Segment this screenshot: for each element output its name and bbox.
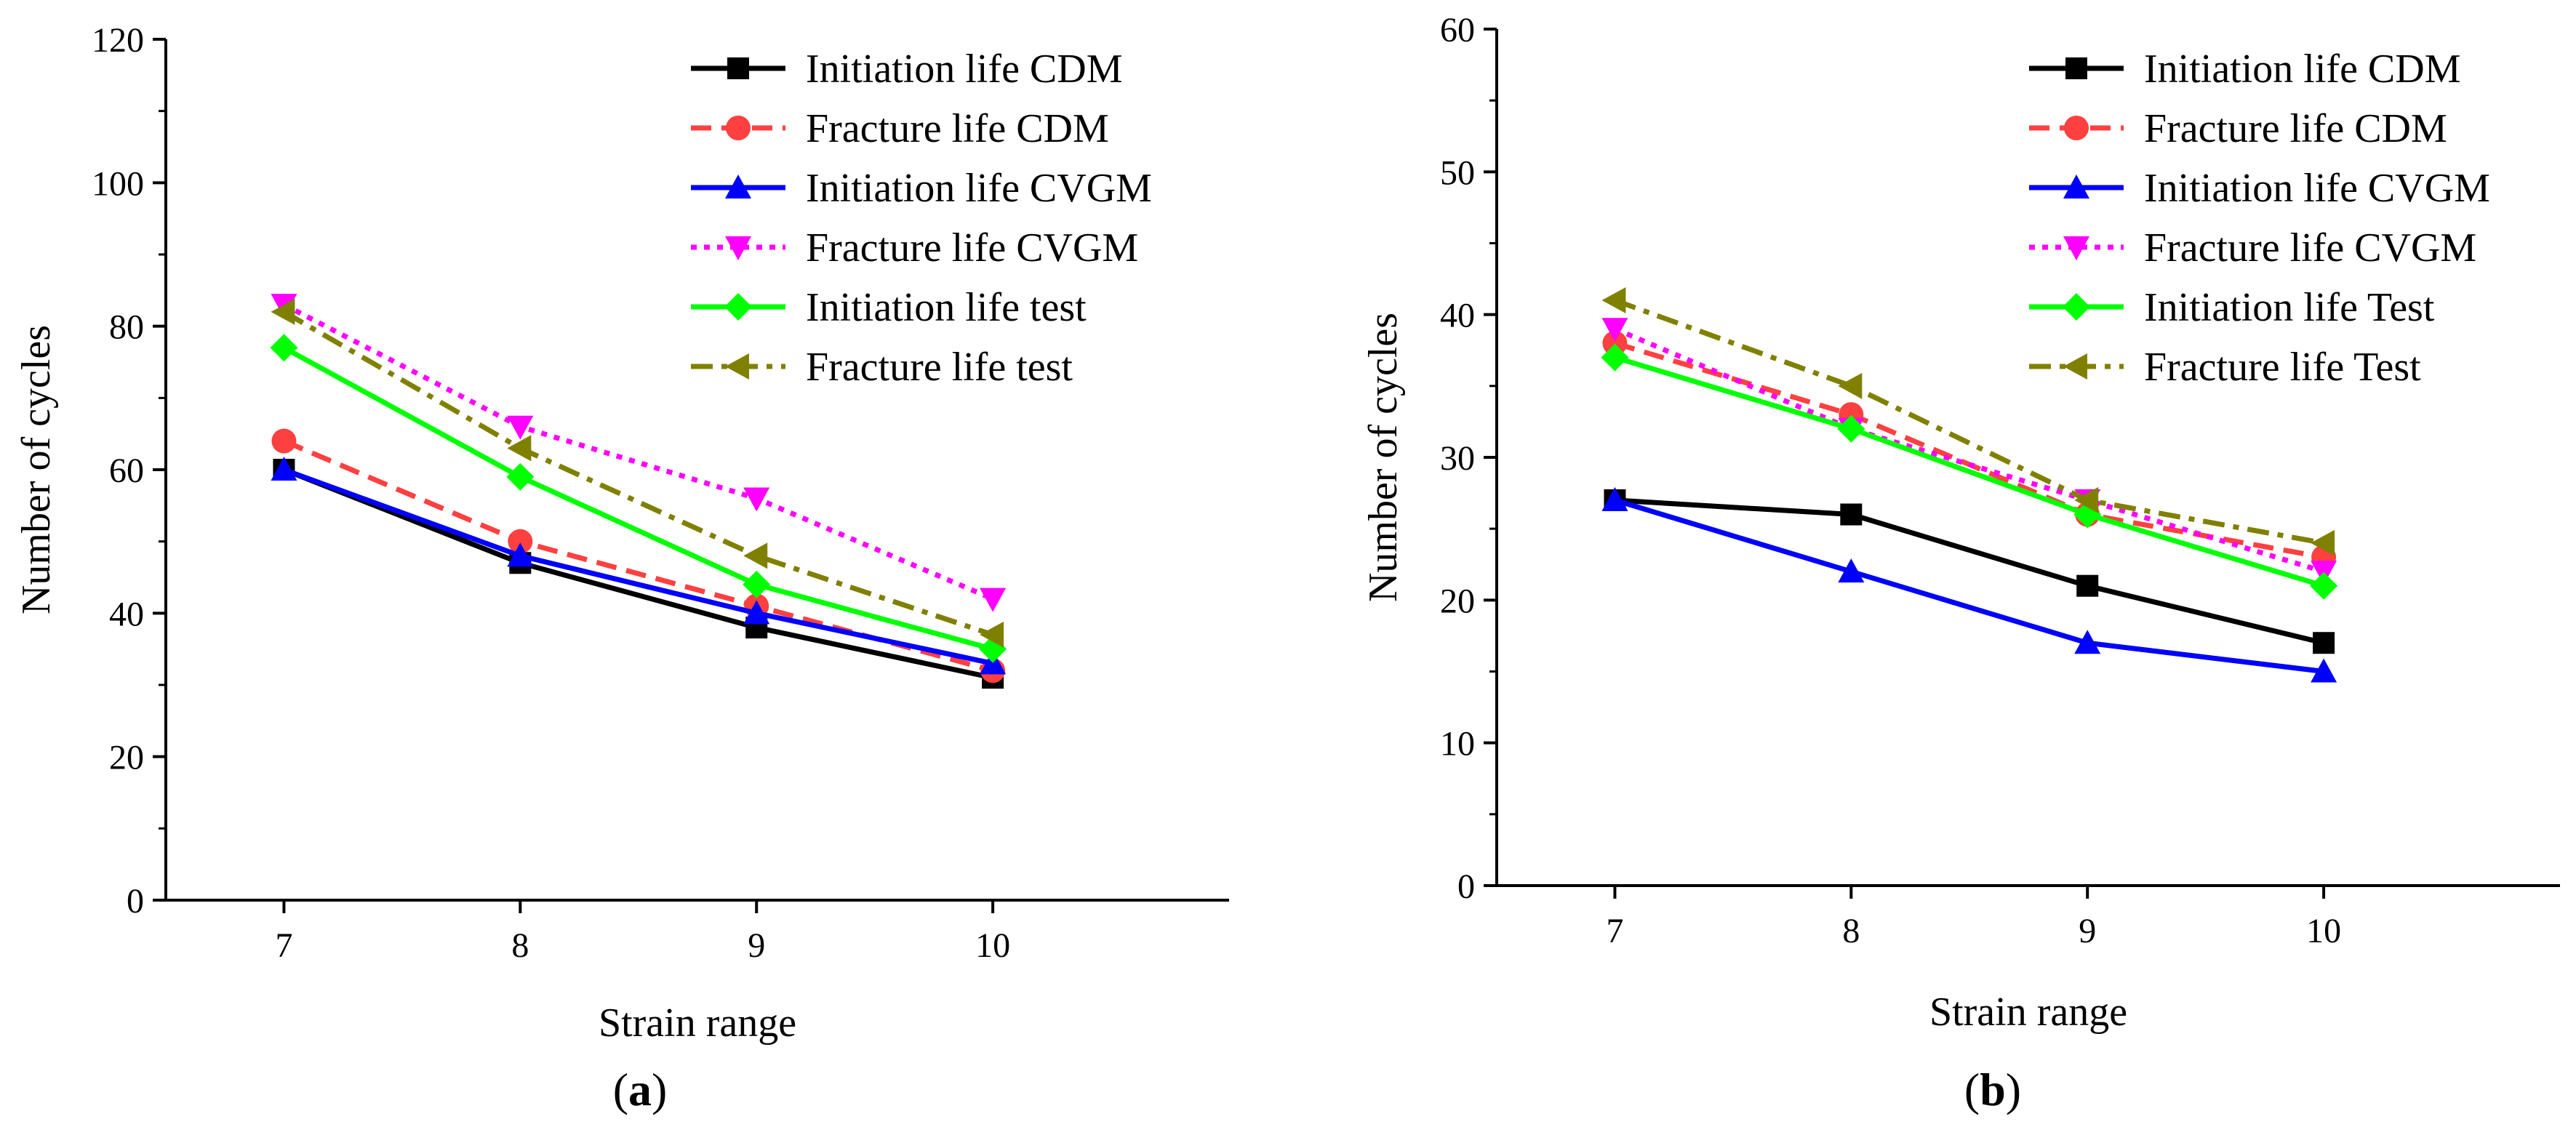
legend-marker: [726, 116, 751, 140]
x-tick-label: 8: [511, 926, 529, 965]
series-line: [1614, 355, 2325, 589]
legend-label: Initiation life CDM: [2144, 47, 2461, 92]
data-point: [1837, 414, 1865, 443]
data-point: [980, 621, 1004, 648]
series-line: [282, 302, 994, 601]
legend-marker: [2063, 175, 2089, 198]
series-line: [282, 345, 994, 652]
x-axis-title: Strain range: [1929, 990, 2127, 1035]
x-tick-label: 8: [1842, 912, 1860, 950]
data-point: [2074, 630, 2101, 654]
x-tick-label: 10: [975, 926, 1010, 965]
legend-label: Initiation life Test: [2144, 285, 2435, 330]
y-axis-title: Number of cycles: [1361, 313, 1406, 602]
series-line: [283, 467, 993, 666]
data-point: [1840, 503, 1863, 526]
y-tick-label: 10: [1440, 725, 1475, 763]
legend-marker: [2065, 57, 2087, 79]
data-point: [271, 457, 297, 481]
legend-label: Fracture life test: [806, 345, 1073, 390]
chart-panel-a: 0 20 40 60 80 100 120 7 8 9 10 Strain range Number o…: [14, 21, 1229, 1115]
data-point: [270, 334, 298, 362]
y-tick-label: 100: [92, 164, 144, 203]
data-point: [2310, 571, 2338, 600]
data-point: [743, 542, 768, 569]
y-tick-label: 50: [1440, 153, 1475, 192]
legend-marker: [725, 353, 749, 380]
data-point: [743, 600, 770, 625]
legend-label: Fracture life CDM: [806, 106, 1109, 151]
y-tick-label: 60: [1440, 11, 1475, 49]
legend-label: Fracture life CVGM: [2144, 225, 2476, 270]
data-point: [507, 435, 532, 462]
data-point: [271, 428, 297, 454]
data-point: [2311, 658, 2337, 683]
y-tick-label: 30: [1440, 439, 1475, 478]
series-line: [1615, 497, 2324, 646]
data-point: [743, 570, 771, 598]
data-point: [1601, 287, 1626, 314]
panel-label: (b): [1964, 1064, 2021, 1115]
y-tick-label: 20: [109, 739, 144, 777]
y-tick-label: 0: [1457, 867, 1475, 906]
x-axis-title: Strain range: [599, 1000, 796, 1046]
chart-panel-b: 0 10 20 30 40 50 60 7 8 9 10 Strain range Number of …: [1361, 11, 2560, 1115]
x-tick-label: 10: [2306, 912, 2341, 950]
legend-marker: [725, 236, 751, 260]
y-tick-label: 120: [92, 21, 144, 60]
legend-label: Initiation life CVGM: [2144, 166, 2490, 211]
legend-marker: [2063, 236, 2089, 260]
x-tick-label: 9: [2079, 912, 2096, 950]
data-point: [1602, 330, 1628, 356]
data-point: [1601, 318, 1628, 342]
data-point: [2311, 529, 2335, 556]
data-point: [508, 529, 533, 554]
series-line: [1614, 497, 2324, 674]
data-point: [507, 415, 534, 440]
x-tick-label: 7: [275, 926, 292, 965]
data-point: [2076, 574, 2099, 597]
legend-marker: [727, 57, 749, 79]
legend-label: Initiation life CVGM: [806, 166, 1152, 211]
data-point: [1838, 372, 1863, 399]
series-line: [282, 309, 994, 638]
y-tick-label: 40: [109, 595, 144, 633]
x-tick-label: 9: [748, 926, 765, 965]
panel-label: (a): [613, 1064, 668, 1115]
legend-label: Initiation life test: [806, 285, 1087, 330]
series-line: [1614, 326, 2325, 574]
data-point: [506, 462, 535, 491]
data-point: [507, 542, 534, 567]
legend-label: Fracture life CDM: [2144, 106, 2447, 151]
data-point: [271, 298, 295, 325]
data-point: [743, 487, 770, 512]
data-point: [1601, 486, 1628, 511]
data-point: [2313, 632, 2335, 654]
legend-label: Fracture life CVGM: [806, 225, 1138, 270]
legend-marker: [2063, 353, 2087, 380]
y-tick-label: 0: [127, 882, 144, 921]
legend-marker: [2063, 293, 2090, 321]
y-axis-title: Number of cycles: [14, 325, 59, 614]
data-point: [1838, 558, 1865, 583]
series-line: [283, 467, 993, 681]
legend-marker: [725, 175, 751, 198]
series-line: [1614, 297, 2324, 546]
x-tick-label: 7: [1606, 912, 1623, 950]
data-point: [2074, 486, 2099, 513]
data-point: [1601, 343, 1629, 372]
y-tick-label: 60: [109, 452, 144, 490]
data-point: [980, 587, 1007, 612]
legend-marker: [724, 293, 752, 321]
y-tick-label: 20: [1440, 582, 1475, 620]
legend-label: Initiation life CDM: [806, 47, 1123, 92]
y-tick-label: 80: [109, 308, 144, 347]
legend-label: Fracture life Test: [2144, 345, 2421, 390]
y-tick-label: 40: [1440, 297, 1475, 335]
legend-marker: [2064, 116, 2089, 140]
